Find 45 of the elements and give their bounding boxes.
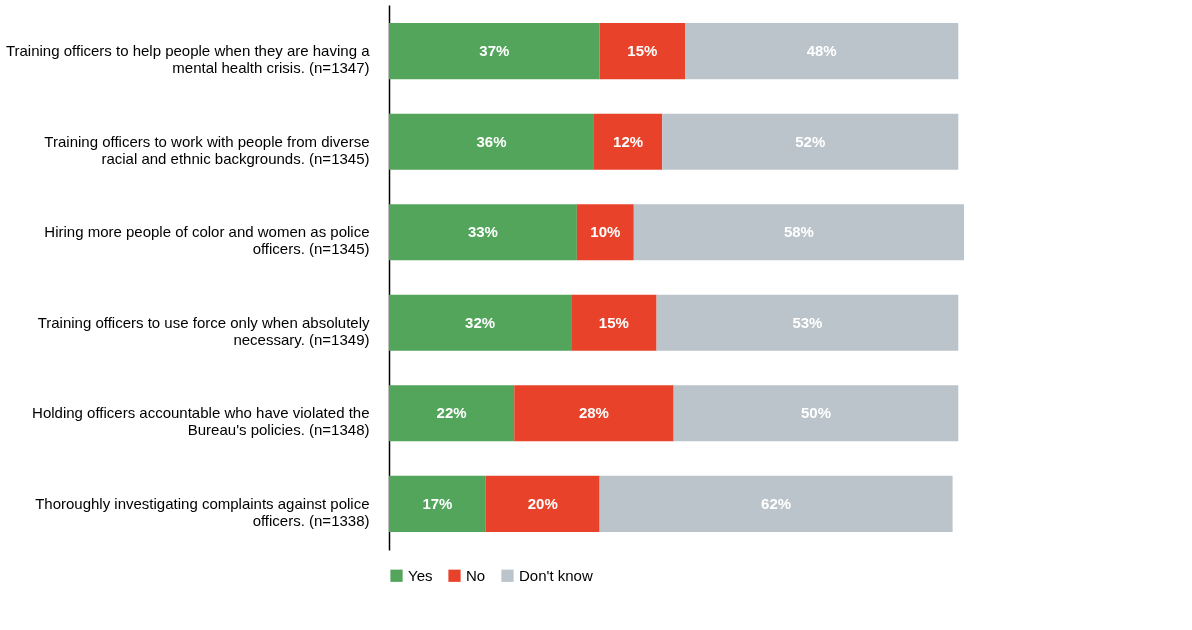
data-label: 15%: [627, 42, 658, 60]
bar: [599, 23, 686, 80]
data-label: 52%: [795, 132, 826, 150]
bar: [389, 113, 594, 170]
bar: [485, 475, 600, 532]
data-label: 12%: [613, 132, 644, 150]
data-label: 37%: [479, 42, 510, 60]
bar: [389, 475, 486, 532]
bar: [662, 113, 959, 170]
bar: [576, 204, 634, 261]
y-tick-label: Training officers to work with people from diverse racial and ethnic backgrounds. (n=1345): [44, 132, 370, 167]
bar: [389, 294, 572, 351]
y-tick-label: Thoroughly investigating complaints against police officers. (n=1338): [35, 494, 370, 529]
data-label: 28%: [578, 404, 609, 422]
bar: [633, 204, 964, 261]
data-label: 36%: [476, 132, 507, 150]
data-label: 22%: [436, 404, 467, 422]
bar: [389, 385, 515, 442]
data-label: 32%: [465, 313, 496, 331]
y-tick-label: Training officers to help people when they are having a mental health crisis. (n=1347): [5, 42, 371, 77]
data-label: 33%: [467, 223, 498, 241]
bar: [599, 475, 953, 532]
data-label: 20%: [527, 494, 558, 512]
bar: [673, 385, 959, 442]
bar: [685, 23, 959, 80]
data-label: 15%: [598, 313, 629, 331]
y-tick-label: Holding officers accountable who have violated the Bureau's policies. (n=1348): [32, 404, 370, 439]
y-tick-label: Training officers to use force only when absolutely necessary. (n=1349): [37, 313, 370, 348]
bar: [389, 23, 600, 80]
data-label: 10%: [590, 223, 621, 241]
bar: [389, 204, 577, 261]
data-label: 58%: [783, 223, 814, 241]
legend-label: Don't know: [519, 566, 593, 584]
data-label: 50%: [800, 404, 831, 422]
legend-label: No: [466, 566, 486, 584]
legend-label: Yes: [408, 566, 433, 584]
data-label: 48%: [806, 42, 837, 60]
data-label: 62%: [761, 494, 792, 512]
data-label: 53%: [792, 313, 823, 331]
bar: [656, 294, 959, 351]
bar: [571, 294, 657, 351]
y-tick-label: Hiring more people of color and women as police officers. (n=1345): [44, 223, 370, 258]
bar: [514, 385, 674, 442]
data-label: 17%: [422, 494, 453, 512]
bar: [593, 113, 663, 170]
